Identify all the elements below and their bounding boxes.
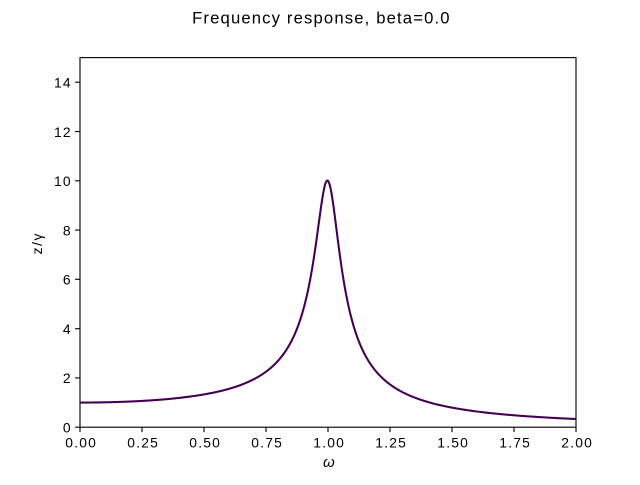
svg-text:8: 8 <box>63 222 72 238</box>
svg-text:0.75: 0.75 <box>251 435 283 451</box>
svg-text:2.00: 2.00 <box>561 435 593 451</box>
svg-text:12: 12 <box>54 124 72 140</box>
svg-text:z/γ: z/γ <box>29 232 45 254</box>
svg-text:1.25: 1.25 <box>375 435 407 451</box>
svg-text:0.25: 0.25 <box>127 435 159 451</box>
svg-text:Frequency response, beta=0.0: Frequency response, beta=0.0 <box>192 8 451 27</box>
svg-text:0.50: 0.50 <box>189 435 221 451</box>
svg-text:6: 6 <box>63 272 72 288</box>
svg-text:1.50: 1.50 <box>437 435 469 451</box>
svg-text:4: 4 <box>63 321 72 337</box>
svg-text:1.75: 1.75 <box>499 435 531 451</box>
svg-text:10: 10 <box>54 173 72 189</box>
svg-text:14: 14 <box>54 75 72 91</box>
svg-text:0: 0 <box>63 420 72 436</box>
svg-text:ω: ω <box>323 454 335 471</box>
svg-text:1.00: 1.00 <box>313 435 345 451</box>
svg-text:2: 2 <box>63 370 72 386</box>
svg-text:0.00: 0.00 <box>65 435 97 451</box>
